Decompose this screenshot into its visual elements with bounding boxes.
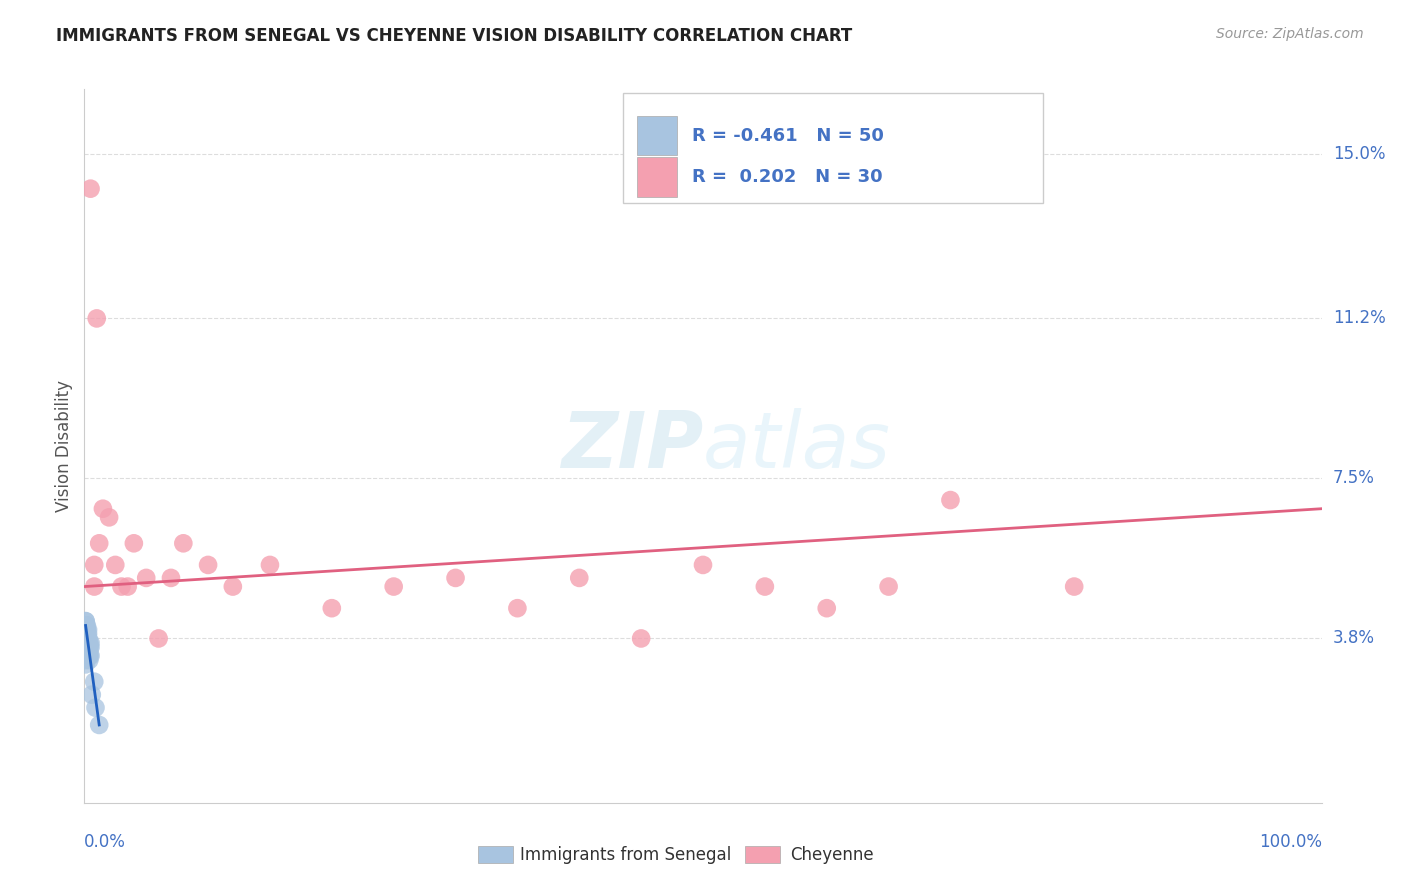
- FancyBboxPatch shape: [637, 116, 678, 155]
- Point: [77, 632, 100, 646]
- Point: [76, 627, 98, 641]
- Point: [77, 644, 100, 658]
- Point: [75, 632, 97, 646]
- Point: [83, 674, 105, 689]
- Text: IMMIGRANTS FROM SENEGAL VS CHEYENNE VISION DISABILITY CORRELATION CHART: IMMIGRANTS FROM SENEGAL VS CHEYENNE VISI…: [56, 27, 852, 45]
- Point: [222, 580, 245, 594]
- Point: [77, 632, 100, 646]
- Point: [1063, 580, 1085, 594]
- Text: R =  0.202   N = 30: R = 0.202 N = 30: [692, 168, 883, 186]
- Point: [98, 510, 121, 524]
- Point: [77, 636, 100, 650]
- Point: [321, 601, 343, 615]
- Point: [754, 580, 776, 594]
- Point: [77, 640, 100, 654]
- Point: [76, 623, 98, 637]
- Text: 15.0%: 15.0%: [1333, 145, 1385, 163]
- FancyBboxPatch shape: [637, 157, 678, 196]
- Point: [75, 623, 97, 637]
- Point: [76, 623, 98, 637]
- Point: [75, 618, 97, 632]
- Point: [76, 632, 98, 646]
- Text: atlas: atlas: [703, 408, 891, 484]
- Point: [77, 636, 100, 650]
- Point: [77, 648, 100, 663]
- Point: [75, 640, 97, 654]
- Point: [122, 536, 145, 550]
- Text: Source: ZipAtlas.com: Source: ZipAtlas.com: [1216, 27, 1364, 41]
- Point: [75, 636, 97, 650]
- Point: [197, 558, 219, 572]
- Point: [79, 636, 101, 650]
- Point: [444, 571, 467, 585]
- Point: [506, 601, 529, 615]
- Point: [77, 640, 100, 654]
- Text: 3.8%: 3.8%: [1333, 630, 1375, 648]
- Point: [939, 493, 962, 508]
- Point: [75, 618, 97, 632]
- Point: [76, 644, 98, 658]
- Point: [79, 636, 101, 650]
- Point: [172, 536, 194, 550]
- Point: [79, 648, 101, 663]
- Point: [76, 623, 98, 637]
- Point: [79, 182, 101, 196]
- Point: [79, 648, 101, 663]
- Point: [76, 636, 98, 650]
- Point: [75, 614, 97, 628]
- Point: [79, 640, 101, 654]
- Text: 0.0%: 0.0%: [84, 833, 127, 851]
- Point: [259, 558, 281, 572]
- Point: [79, 640, 101, 654]
- Point: [79, 653, 101, 667]
- Point: [83, 558, 105, 572]
- Point: [75, 644, 97, 658]
- Point: [79, 648, 101, 663]
- Point: [77, 623, 100, 637]
- Point: [110, 580, 132, 594]
- Text: 7.5%: 7.5%: [1333, 469, 1375, 487]
- Point: [75, 614, 97, 628]
- Point: [89, 536, 111, 550]
- Text: Immigrants from Senegal: Immigrants from Senegal: [520, 846, 731, 863]
- Point: [76, 627, 98, 641]
- Point: [79, 640, 101, 654]
- Point: [76, 632, 98, 646]
- Point: [83, 580, 105, 594]
- Point: [76, 623, 98, 637]
- Point: [568, 571, 591, 585]
- Point: [877, 580, 900, 594]
- Y-axis label: Vision Disability: Vision Disability: [55, 380, 73, 512]
- Point: [89, 718, 111, 732]
- Point: [135, 571, 157, 585]
- Point: [76, 618, 98, 632]
- Point: [815, 601, 838, 615]
- Point: [77, 644, 100, 658]
- Point: [148, 632, 170, 646]
- Point: [630, 632, 652, 646]
- Point: [692, 558, 714, 572]
- Point: [76, 627, 98, 641]
- Point: [76, 648, 98, 663]
- Point: [80, 688, 103, 702]
- Point: [117, 580, 139, 594]
- Text: 11.2%: 11.2%: [1333, 310, 1385, 327]
- Point: [77, 627, 100, 641]
- Point: [75, 653, 97, 667]
- Point: [77, 632, 100, 646]
- Text: R = -0.461   N = 50: R = -0.461 N = 50: [692, 127, 884, 145]
- Point: [104, 558, 127, 572]
- Point: [75, 657, 97, 672]
- Text: Cheyenne: Cheyenne: [790, 846, 873, 863]
- Point: [160, 571, 183, 585]
- Point: [91, 501, 114, 516]
- Point: [84, 700, 107, 714]
- Text: 100.0%: 100.0%: [1258, 833, 1322, 851]
- Point: [86, 311, 108, 326]
- Text: ZIP: ZIP: [561, 408, 703, 484]
- Point: [382, 580, 405, 594]
- FancyBboxPatch shape: [623, 93, 1043, 203]
- Point: [79, 644, 101, 658]
